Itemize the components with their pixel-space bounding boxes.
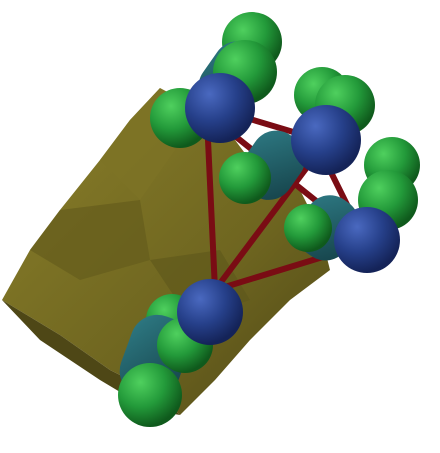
cluster-top-right: [219, 67, 375, 204]
green-atom: [219, 152, 271, 204]
blue-atom: [291, 105, 361, 175]
cluster-bottom: [118, 279, 243, 427]
bond: [205, 137, 218, 293]
blue-atom: [334, 207, 400, 273]
cluster-right: [284, 137, 420, 273]
blue-atom: [177, 279, 243, 345]
green-atom: [118, 363, 182, 427]
cluster-top-left: [150, 12, 282, 148]
bond: [212, 147, 323, 293]
green-atom: [284, 204, 332, 252]
blue-atom: [185, 73, 255, 143]
